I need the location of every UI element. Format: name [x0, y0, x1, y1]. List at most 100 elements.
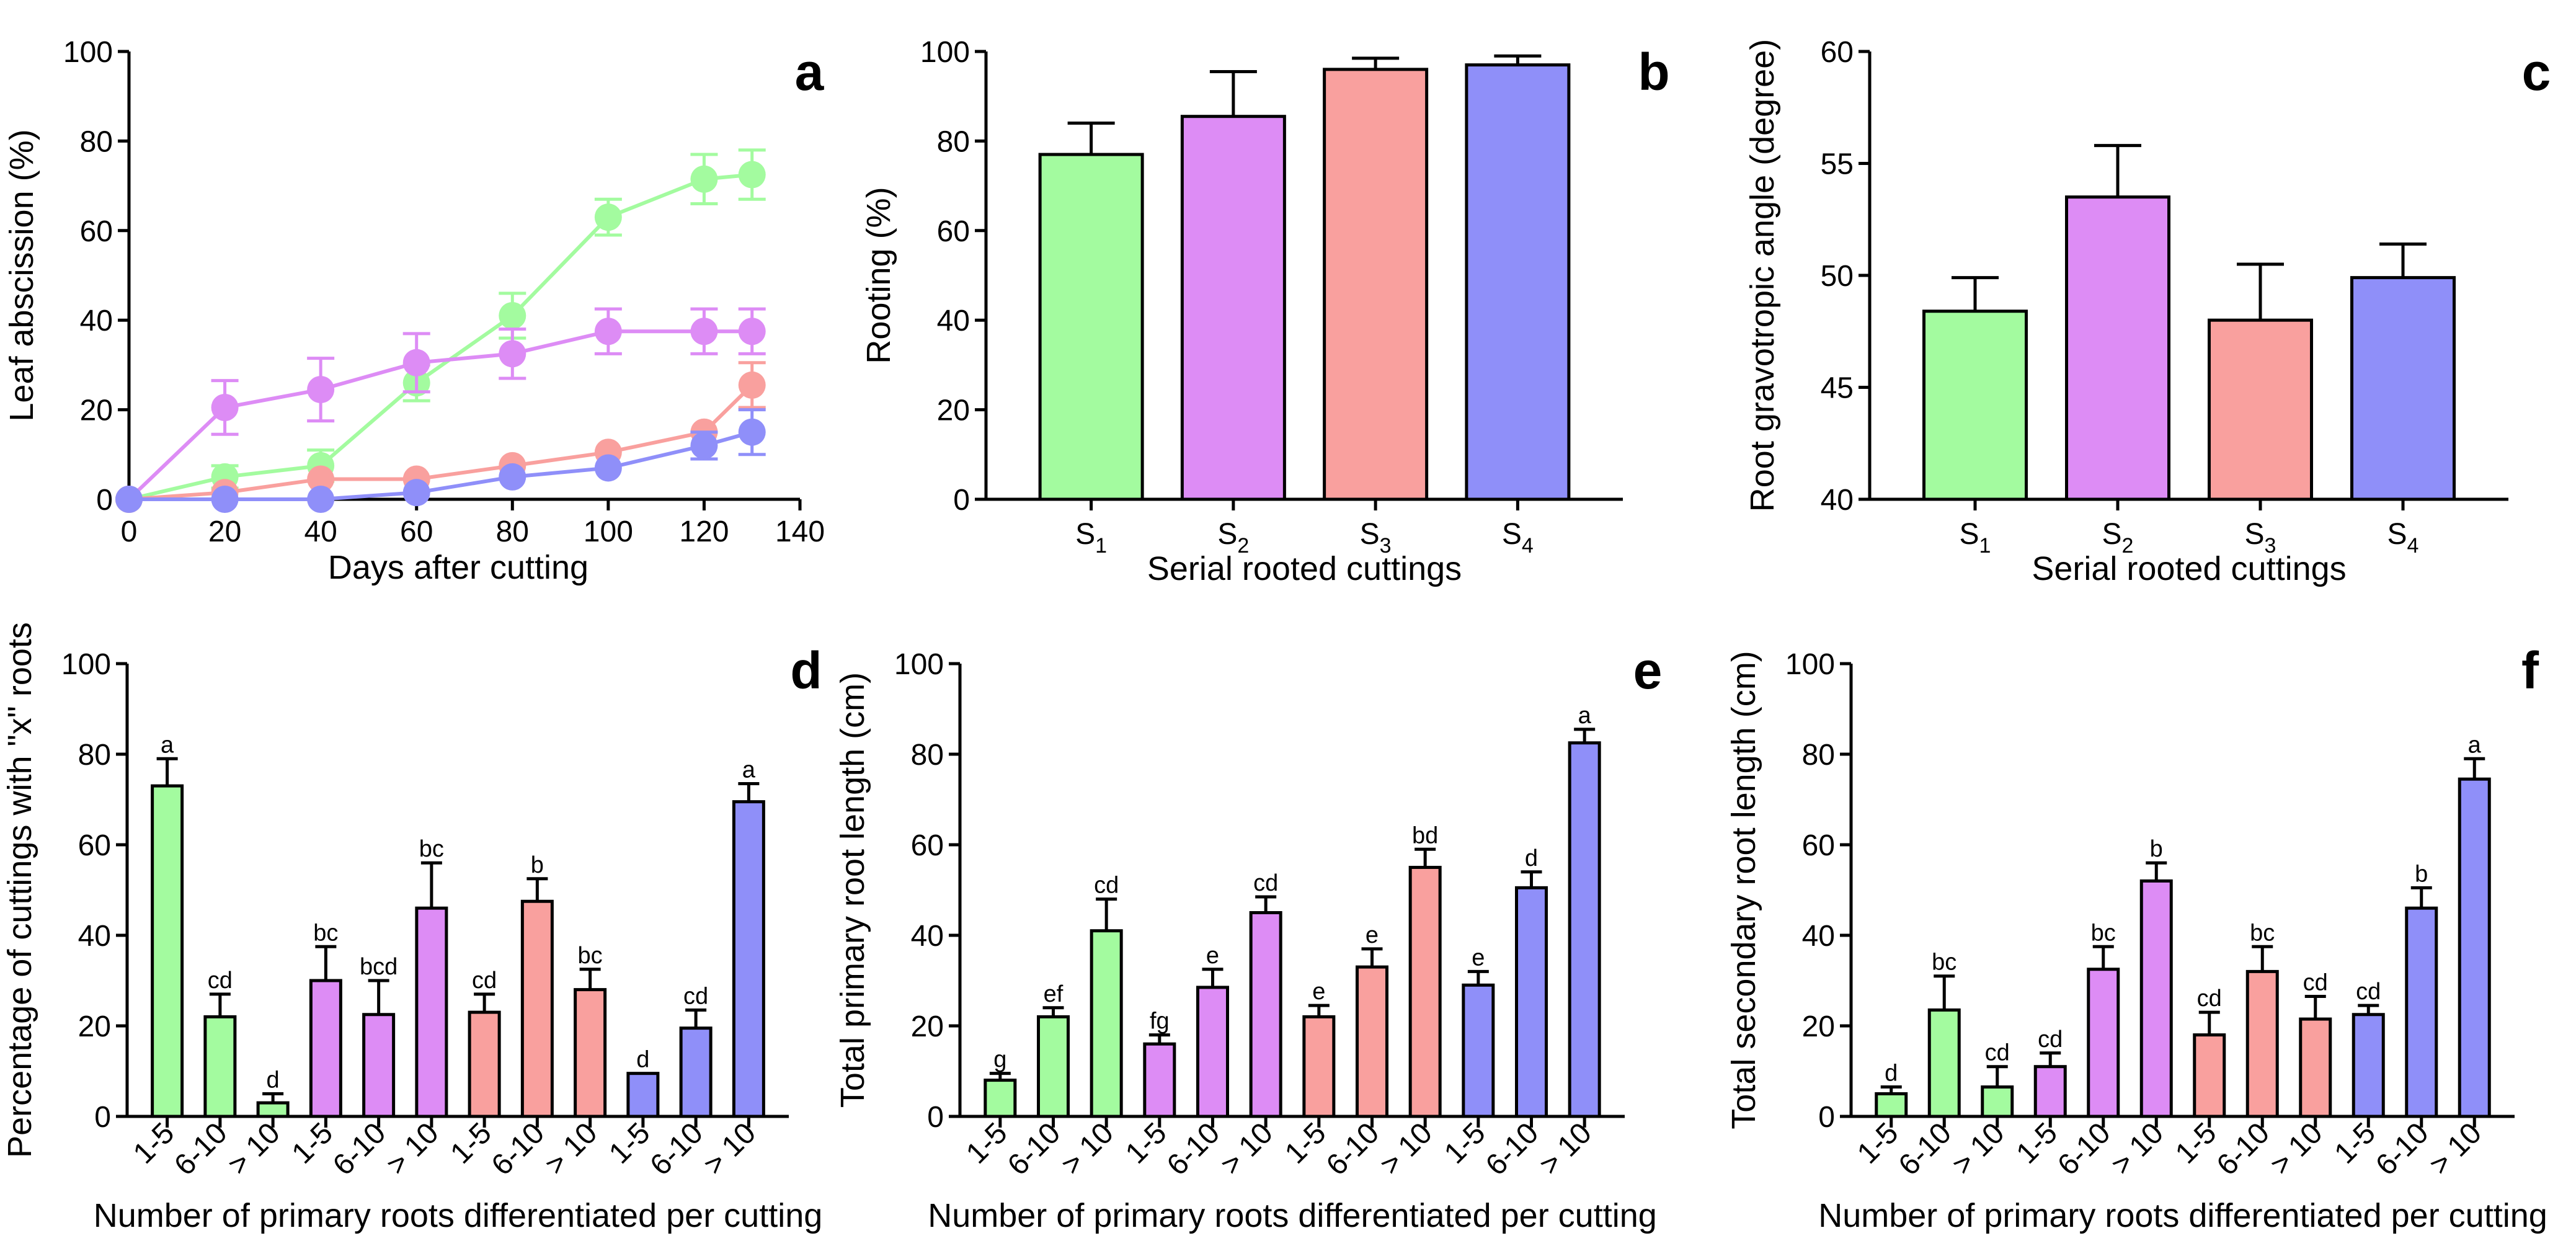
significance-letter: e: [1312, 979, 1325, 1005]
bar: [468, 1010, 501, 1118]
significance-letter: a: [2468, 732, 2482, 758]
significance-letter: d: [1885, 1061, 1898, 1087]
significance-letter: bc: [419, 836, 444, 862]
x-tick-label: > 10: [1946, 1116, 2010, 1181]
significance-letter: b: [2150, 836, 2163, 862]
y-tick-label: 0: [927, 1101, 944, 1134]
x-tick-label-subscript: 1: [1979, 534, 1991, 558]
bar: [1302, 1015, 1336, 1118]
bar: [309, 979, 342, 1118]
data-point: [690, 432, 718, 460]
bar: [1515, 886, 1548, 1118]
data-point: [115, 486, 143, 513]
bar: [2065, 195, 2170, 501]
x-tick-label: 6-10: [2369, 1116, 2435, 1182]
y-tick-label: 40: [911, 920, 944, 953]
significance-letter: g: [993, 1047, 1006, 1073]
significance-letter: a: [161, 732, 174, 758]
y-axis-title: Percentage of cuttings with "x" roots: [1, 622, 38, 1158]
y-tick-label: 60: [911, 829, 944, 862]
bar: [2352, 1013, 2385, 1118]
bar: [1196, 986, 1229, 1118]
y-tick-label: 45: [1821, 372, 1854, 405]
series-S2: [115, 307, 766, 513]
y-axis-title: Root gravotropic angle (degree): [1744, 39, 1781, 512]
y-tick-label: 40: [78, 920, 111, 953]
data-point: [211, 393, 239, 421]
x-tick-label-base: S: [2245, 518, 2265, 551]
bar: [1038, 153, 1144, 501]
y-tick-label: 80: [937, 125, 970, 158]
data-point: [499, 301, 526, 329]
significance-letter: bc: [2250, 920, 2275, 946]
x-tick-label-subscript: 3: [2265, 534, 2276, 558]
y-tick-label: 80: [1802, 739, 1835, 772]
series-line: [128, 383, 753, 501]
x-tick-label: 6-10: [1161, 1116, 1226, 1182]
y-axis-title: Total primary root length (cm): [834, 672, 871, 1108]
significance-letter: cd: [2038, 1026, 2063, 1053]
chart-panel-c: 40 45 50 55 60 Root gravotropic angle (degree…: [1744, 36, 2551, 587]
data-point: [690, 318, 718, 345]
bar: [2405, 906, 2438, 1118]
x-tick-label: 6-10: [2051, 1116, 2116, 1182]
significance-letter: bc: [578, 943, 603, 969]
x-axis-title: Number of primary roots differentiated p…: [928, 1197, 1657, 1234]
x-tick-label-base: S: [1360, 518, 1380, 551]
significance-letter: cd: [208, 968, 233, 994]
y-tick-label: 100: [61, 648, 111, 681]
y-tick-label: 20: [78, 1010, 111, 1043]
x-tick-label-subscript: 4: [2407, 534, 2419, 558]
series-S4: [115, 408, 766, 513]
y-tick-label: 40: [1802, 920, 1835, 953]
x-tick-label-base: S: [2102, 518, 2122, 551]
bar: [2245, 969, 2279, 1118]
x-tick-label: S4: [2387, 518, 2419, 558]
significance-letter: cd: [683, 983, 708, 1009]
chart-panel-d: 0 20 40 60 80 100 Percentage of cuttings with …: [1, 622, 822, 1234]
significance-letter: bd: [1412, 822, 1438, 848]
y-tick-label: 55: [1821, 148, 1854, 181]
bar: [1323, 68, 1429, 501]
significance-letter: cd: [472, 968, 497, 994]
bar: [1875, 1092, 1908, 1118]
y-axis-title: Rooting (%): [860, 187, 897, 363]
x-tick-label: 6-10: [168, 1116, 233, 1182]
data-point: [211, 486, 239, 513]
series-line: [127, 329, 752, 501]
series-line: [129, 430, 753, 501]
bar: [626, 1072, 660, 1118]
bar: [1568, 741, 1601, 1118]
data-point: [690, 165, 718, 193]
x-tick-label: 60: [400, 515, 433, 548]
x-tick-label: S3: [2245, 518, 2276, 558]
x-tick-label: S1: [1960, 518, 1991, 558]
significance-letter: bc: [2091, 920, 2116, 946]
data-point: [499, 340, 526, 368]
x-tick-label-base: S: [1502, 518, 1522, 551]
significance-letter: d: [636, 1047, 649, 1073]
bar: [732, 800, 765, 1118]
panel-label: a: [795, 43, 825, 101]
x-axis-title: Number of primary roots differentiated p…: [1818, 1197, 2547, 1234]
bar: [2193, 1033, 2226, 1118]
y-tick-label: 0: [96, 484, 113, 517]
significance-letter: e: [1472, 945, 1485, 971]
x-tick-label: > 10: [2105, 1116, 2170, 1181]
x-tick-label: 80: [496, 515, 529, 548]
y-tick-label: 0: [1818, 1101, 1835, 1134]
bar: [1356, 965, 1388, 1118]
x-tick-label: S1: [1075, 518, 1107, 558]
x-tick-label-subscript: 1: [1095, 534, 1107, 558]
significance-letter: cd: [1253, 870, 1278, 896]
bar: [203, 1015, 237, 1118]
x-tick-label: 6-10: [1480, 1116, 1545, 1182]
data-point: [738, 161, 766, 189]
bar: [1981, 1085, 2014, 1118]
significance-letter: cd: [1985, 1040, 2010, 1066]
bar: [1927, 1008, 1961, 1118]
x-tick-label: 140: [775, 515, 825, 548]
significance-letter: e: [1366, 922, 1379, 948]
chart-panel-e: 0 20 40 60 80 100 Total primary root length (c…: [834, 641, 1662, 1234]
